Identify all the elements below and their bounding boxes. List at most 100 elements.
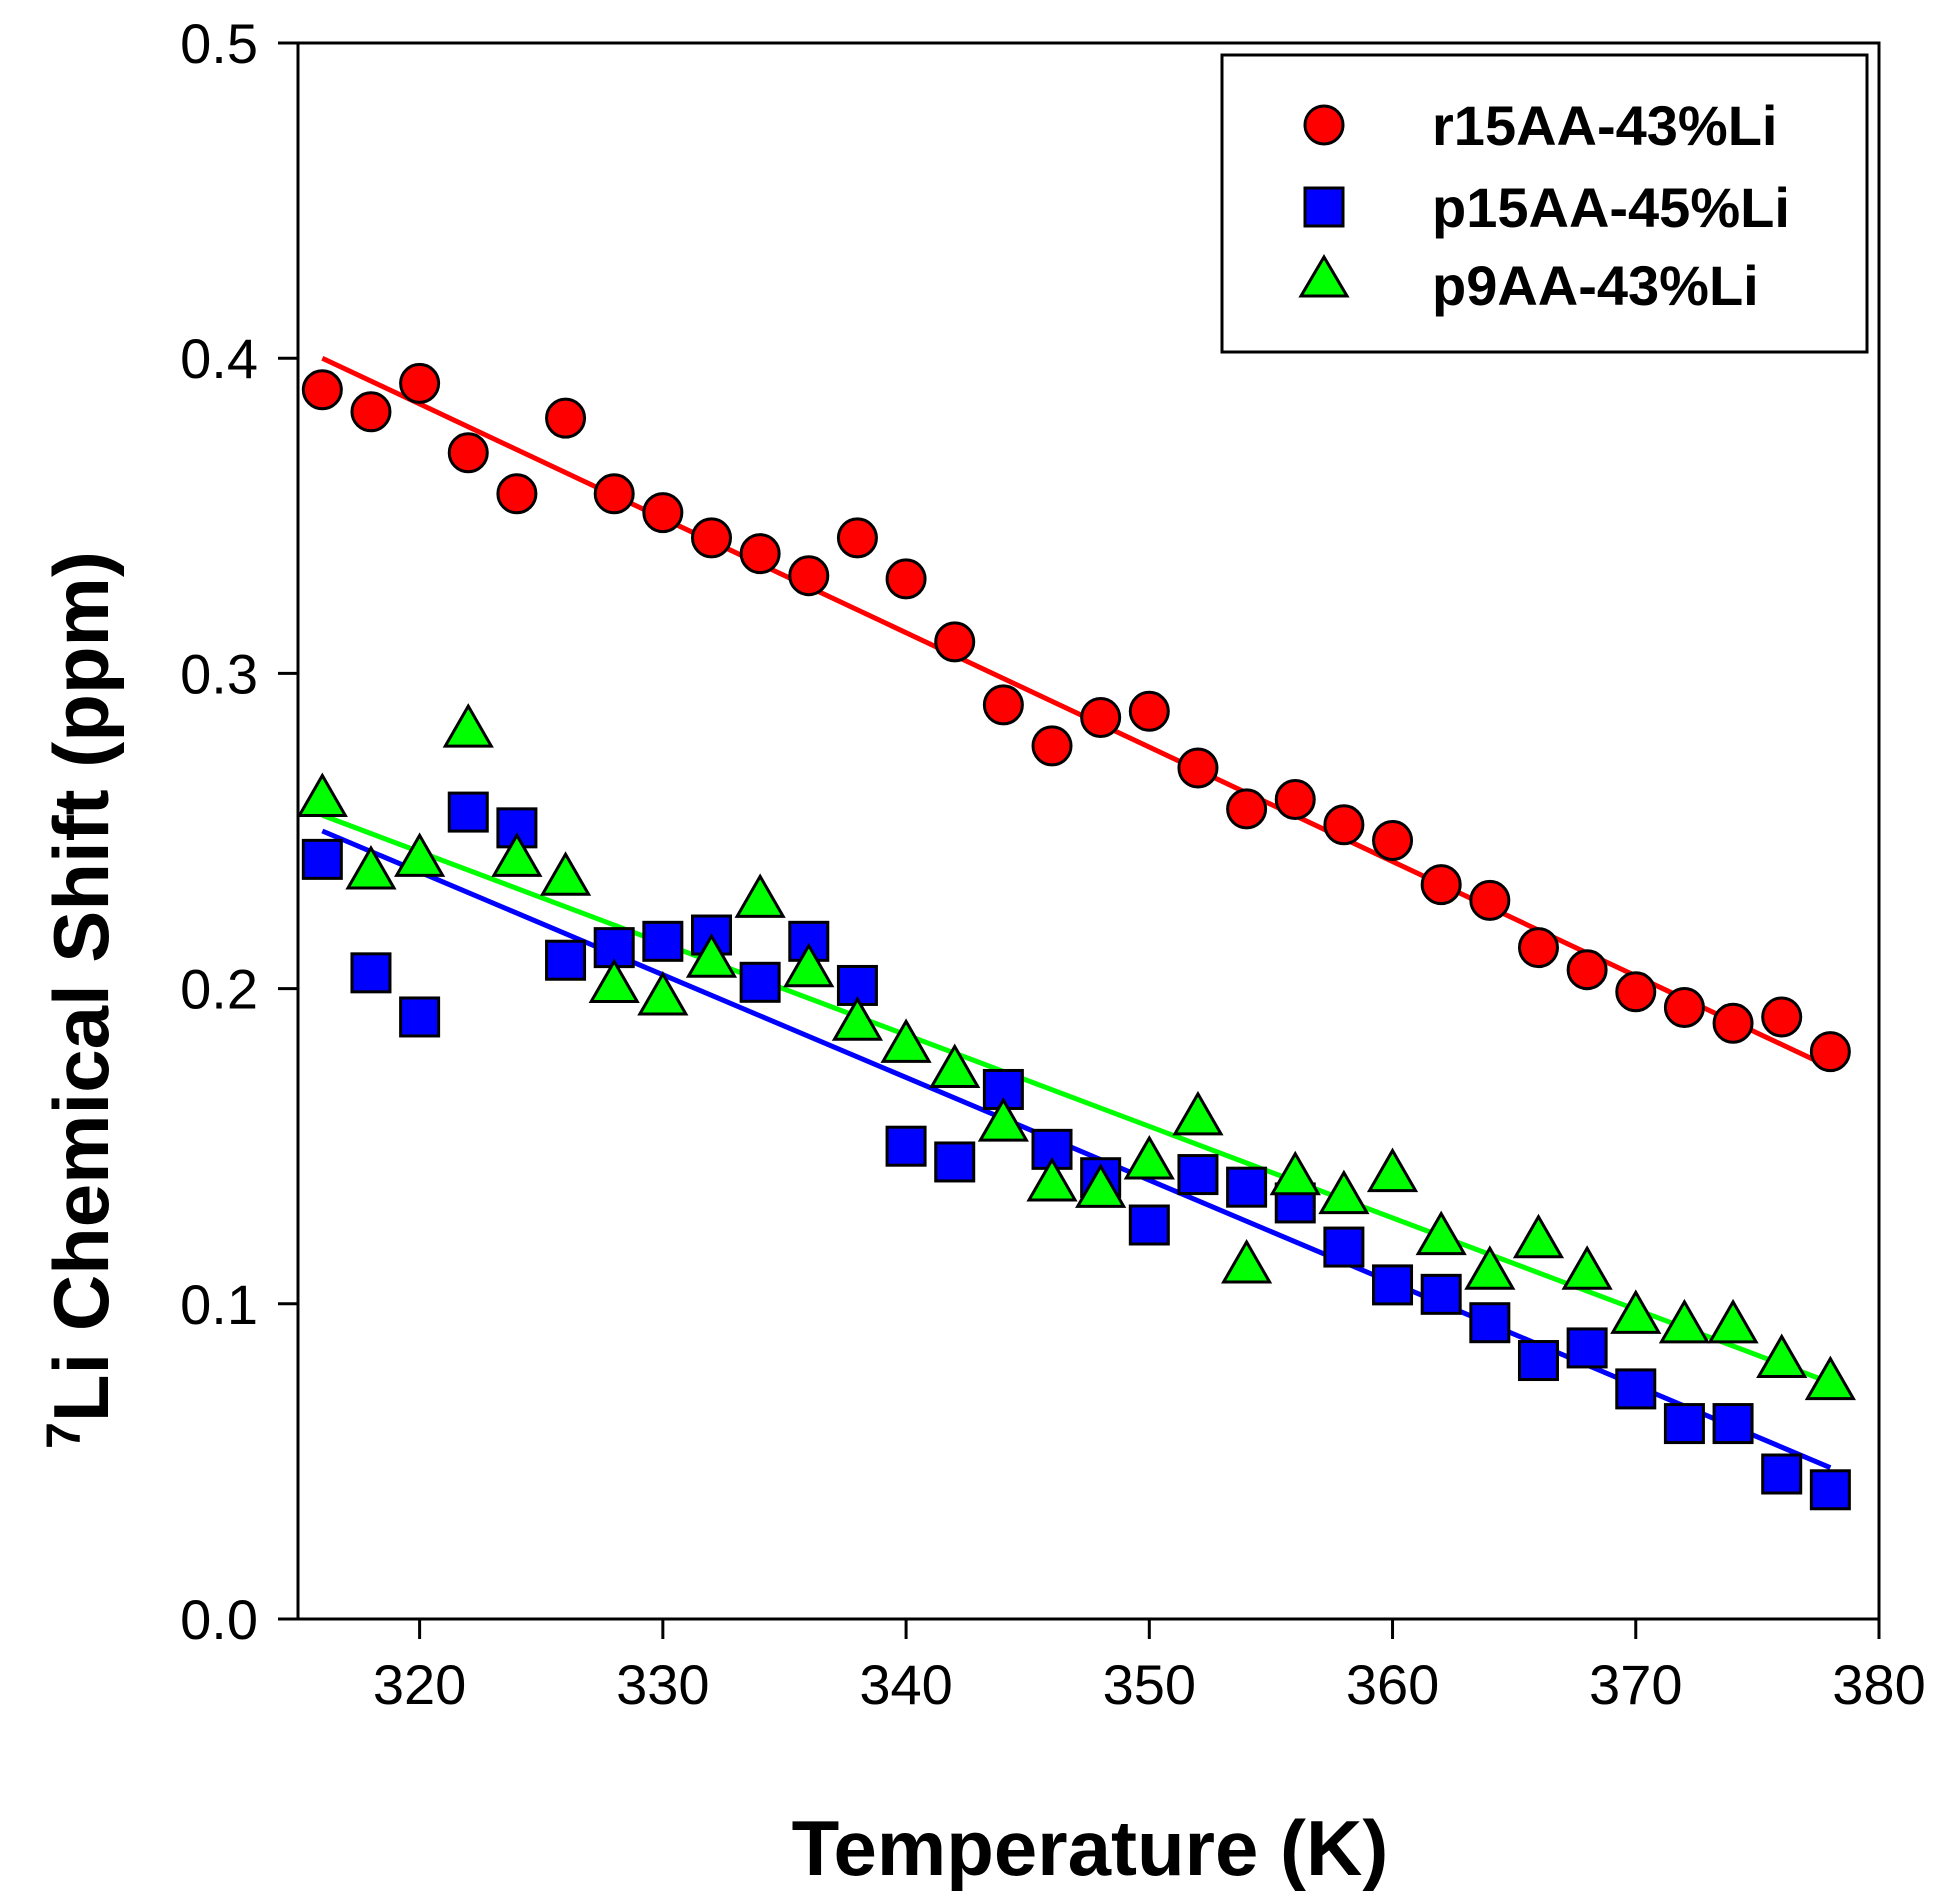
data-point bbox=[1809, 1469, 1851, 1511]
data-point bbox=[1804, 1355, 1856, 1401]
y-axis-title: 7Li Chemical Shift (ppm) bbox=[37, 551, 125, 1449]
data-point bbox=[447, 791, 489, 833]
data-point bbox=[982, 684, 1024, 726]
data-point bbox=[1756, 1333, 1808, 1379]
data-point bbox=[1561, 1245, 1613, 1290]
data-point bbox=[442, 703, 494, 748]
data-point bbox=[642, 920, 684, 962]
data-point bbox=[1226, 788, 1268, 830]
legend-label-p9AA-43Li: p9AA-43%Li bbox=[1432, 254, 1759, 317]
data-point bbox=[1172, 1090, 1224, 1136]
legend-marker-circle bbox=[1303, 104, 1345, 146]
data-point bbox=[1420, 864, 1462, 906]
data-point bbox=[1712, 1403, 1754, 1445]
data-point bbox=[1177, 1154, 1219, 1196]
y-tick-label: 0.4 bbox=[180, 327, 258, 390]
data-point bbox=[545, 397, 587, 439]
data-point bbox=[934, 621, 976, 663]
data-point bbox=[1323, 1226, 1365, 1268]
data-point bbox=[1469, 879, 1511, 921]
data-point bbox=[350, 952, 392, 994]
data-point bbox=[539, 851, 592, 896]
data-point bbox=[1615, 971, 1657, 1013]
data-point bbox=[1221, 1238, 1273, 1284]
data-point bbox=[739, 961, 781, 1003]
y-tick-label: 0.5 bbox=[180, 12, 258, 75]
data-point bbox=[788, 920, 830, 962]
data-point bbox=[1712, 1002, 1754, 1044]
data-point bbox=[1128, 1204, 1170, 1246]
data-point bbox=[1269, 1150, 1321, 1196]
data-point bbox=[880, 1018, 932, 1063]
data-point bbox=[296, 772, 348, 817]
data-point bbox=[1372, 1264, 1414, 1306]
data-point bbox=[394, 832, 446, 877]
data-point bbox=[1123, 1134, 1175, 1180]
data-point bbox=[399, 996, 441, 1038]
data-point bbox=[345, 844, 397, 890]
x-tick-label: 380 bbox=[1832, 1653, 1925, 1716]
data-point bbox=[1512, 1213, 1565, 1259]
data-points bbox=[296, 362, 1856, 1511]
fit-line-r15AA-43%Li bbox=[321, 355, 1832, 1070]
series-circle bbox=[301, 362, 1851, 1073]
data-point bbox=[1761, 996, 1803, 1038]
data-point bbox=[1464, 1245, 1516, 1290]
data-point bbox=[1366, 1147, 1419, 1193]
plot-frame bbox=[296, 41, 1881, 1621]
data-point bbox=[301, 838, 343, 880]
data-point bbox=[1663, 987, 1705, 1029]
x-axis-title: Temperature (K) bbox=[792, 1804, 1389, 1892]
data-point bbox=[399, 362, 441, 404]
y-axis-title-group: 7Li Chemical Shift (ppm) bbox=[37, 551, 125, 1449]
data-point bbox=[1615, 1368, 1657, 1410]
data-point bbox=[1517, 927, 1559, 969]
data-point bbox=[350, 391, 392, 433]
x-tick-label: 370 bbox=[1589, 1653, 1682, 1716]
data-point bbox=[1323, 804, 1365, 846]
data-point bbox=[1566, 949, 1608, 991]
data-point bbox=[1420, 1273, 1462, 1315]
y-axis-title-text: Li Chemical Shift (ppm) bbox=[37, 551, 125, 1422]
y-axis-ticks: 0.0 0.1 0.2 0.3 0.4 0.5 bbox=[180, 12, 298, 1651]
data-point bbox=[836, 517, 878, 559]
data-point bbox=[1372, 819, 1414, 861]
y-tick-label: 0.2 bbox=[180, 958, 258, 1021]
data-point bbox=[1658, 1298, 1711, 1344]
data-point bbox=[1707, 1298, 1759, 1344]
data-point bbox=[1610, 1289, 1662, 1334]
data-point bbox=[885, 1125, 927, 1167]
data-point bbox=[588, 958, 640, 1003]
axes bbox=[296, 41, 1881, 1621]
data-point bbox=[739, 533, 781, 575]
y-axis-title-superscript: 7 bbox=[38, 1422, 91, 1449]
x-tick-label: 350 bbox=[1103, 1653, 1196, 1716]
data-point bbox=[496, 473, 538, 515]
data-point bbox=[734, 873, 786, 918]
data-point bbox=[593, 473, 635, 515]
y-tick-label: 0.1 bbox=[180, 1273, 258, 1336]
x-axis-ticks: 320 330 340 350 360 370 380 bbox=[373, 1619, 1926, 1716]
legend: r15AA-43%Li p15AA-45%Li p9AA-43%Li bbox=[1220, 53, 1869, 354]
data-point bbox=[301, 369, 343, 411]
data-point bbox=[1761, 1453, 1803, 1495]
data-point bbox=[977, 1097, 1029, 1142]
x-tick-label: 330 bbox=[616, 1653, 709, 1716]
data-point bbox=[1663, 1403, 1705, 1445]
data-point bbox=[831, 996, 884, 1041]
data-point bbox=[1128, 690, 1170, 732]
data-point bbox=[1809, 1031, 1851, 1073]
legend-label-r15AA-43Li: r15AA-43%Li bbox=[1432, 94, 1777, 157]
data-point bbox=[1177, 747, 1219, 789]
data-point bbox=[1566, 1327, 1608, 1369]
data-point bbox=[1318, 1169, 1370, 1215]
x-tick-label: 320 bbox=[373, 1653, 466, 1716]
data-point bbox=[447, 432, 489, 474]
x-tick-label: 360 bbox=[1346, 1653, 1439, 1716]
data-point bbox=[788, 555, 830, 597]
legend-label-p15AA-45Li: p15AA-45%Li bbox=[1432, 176, 1790, 239]
data-point bbox=[1469, 1302, 1511, 1344]
data-point bbox=[1075, 1163, 1127, 1208]
x-tick-label: 340 bbox=[859, 1653, 952, 1716]
